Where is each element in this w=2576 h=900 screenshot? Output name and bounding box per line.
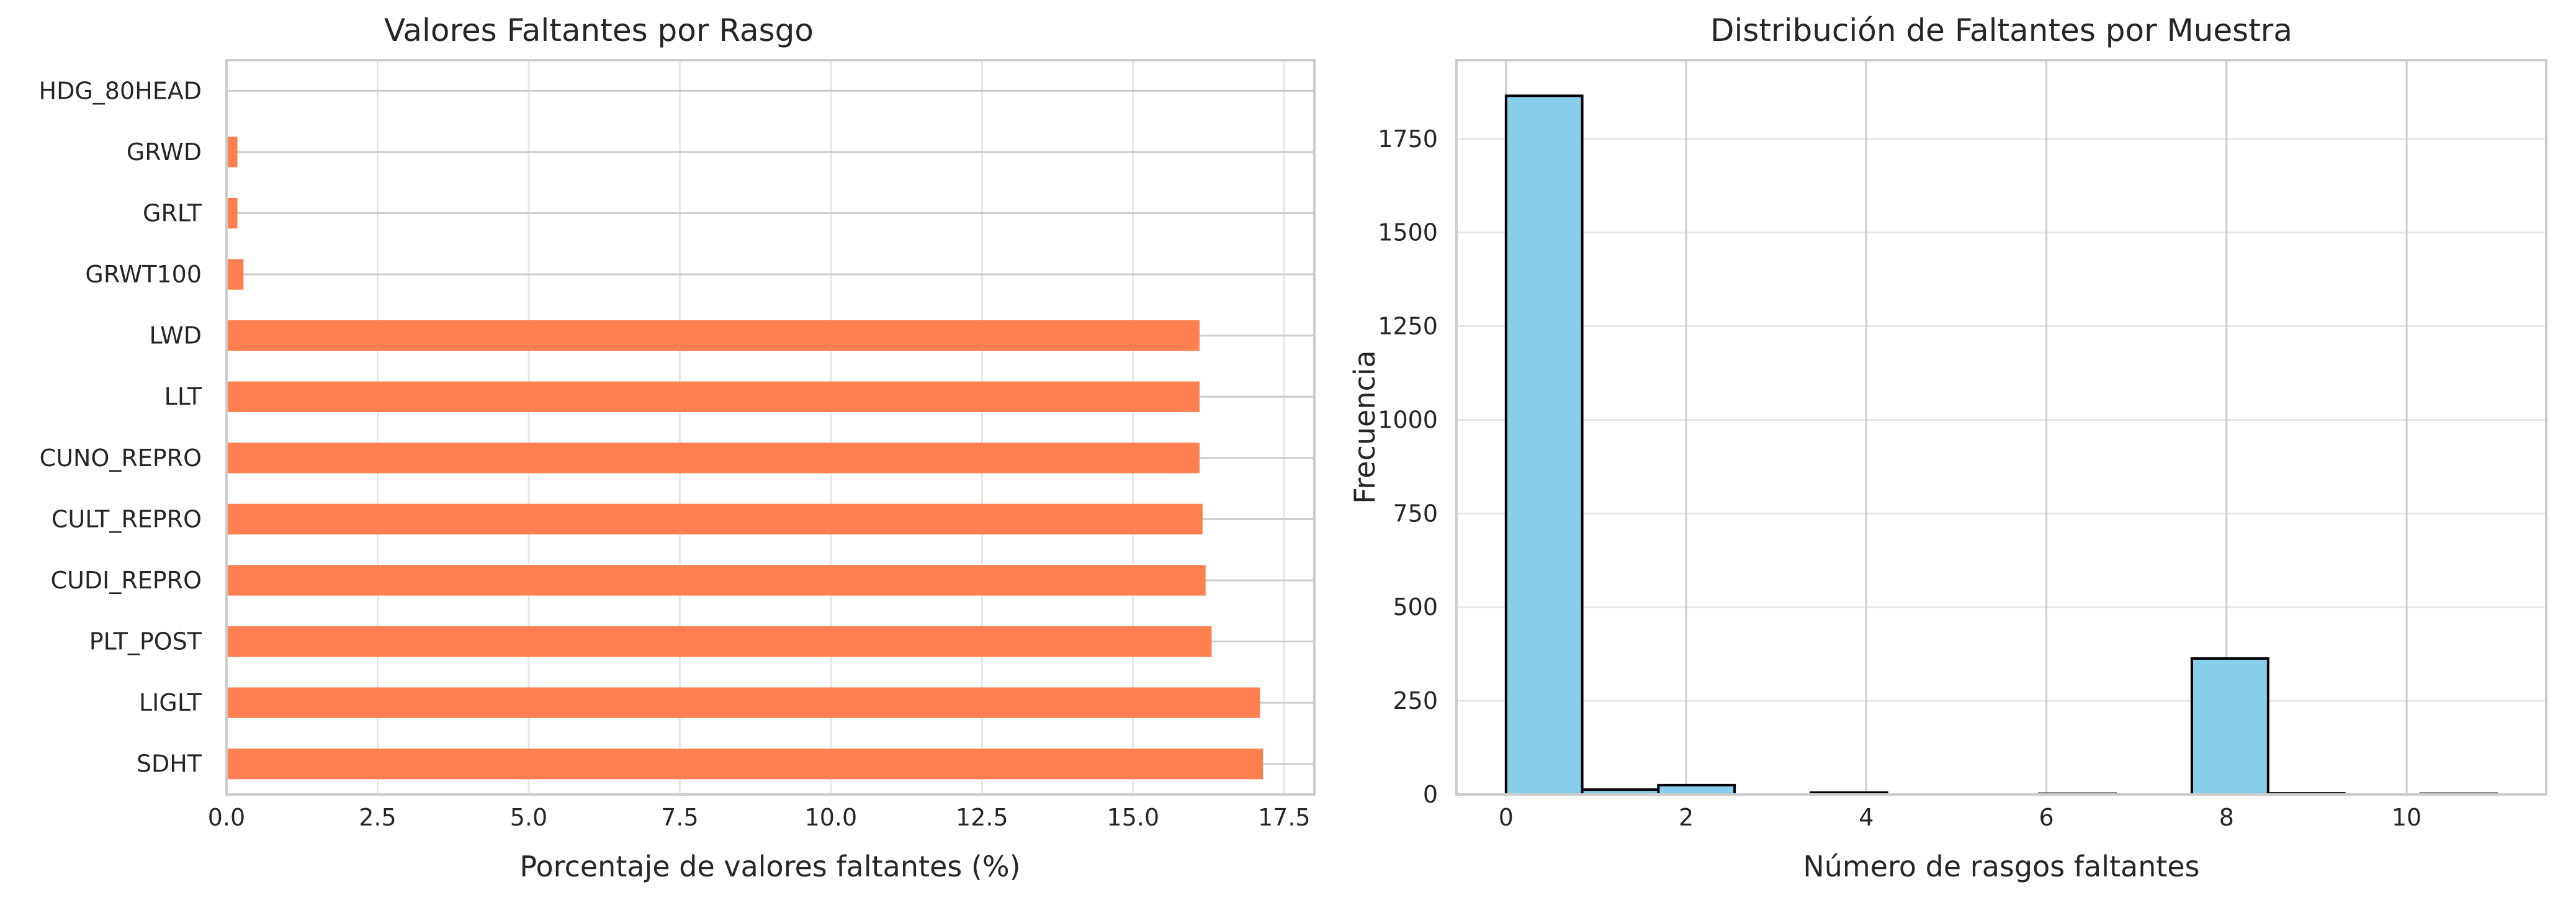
- right-y-tick-label: 0: [1423, 781, 1438, 808]
- left-x-tick-labels: 0.0 2.5 5.0 7.5 10.0 12.5 15.0 17.5: [208, 804, 1311, 831]
- category-label: GRWT100: [85, 261, 202, 288]
- missing-by-trait-chart: Valores Faltantes por Rasgo HDG_80HEAD GR…: [39, 12, 1316, 883]
- right-y-tick-label: 1500: [1378, 219, 1438, 246]
- right-y-tick-label: 1250: [1378, 313, 1438, 340]
- left-x-tick-label: 17.5: [1258, 804, 1311, 831]
- left-chart-title: Valores Faltantes por Rasgo: [384, 12, 814, 48]
- bar-cuno-repro: [227, 443, 1200, 474]
- right-x-tick-label: 0: [1499, 804, 1514, 831]
- bar-cudi-repro: [227, 565, 1206, 596]
- right-y-tick-label: 1000: [1378, 406, 1438, 433]
- category-label: LWD: [149, 322, 202, 349]
- category-label: CUDI_REPRO: [51, 567, 202, 594]
- right-x-tick-label: 8: [2219, 804, 2234, 831]
- right-chart-title: Distribución de Faltantes por Muestra: [1710, 12, 2292, 48]
- right-y-axis-label: Frecuencia: [1348, 350, 1381, 503]
- category-label: PLT_POST: [89, 628, 202, 655]
- left-plot-frame: [225, 59, 1316, 796]
- category-label: SDHT: [137, 750, 202, 778]
- bar-plt-post: [227, 626, 1212, 657]
- right-x-axis-label: Número de rasgos faltantes: [1803, 850, 2199, 883]
- bar-grlt: [227, 197, 238, 229]
- category-label: LLT: [164, 383, 202, 410]
- right-x-tick-label: 4: [1859, 804, 1874, 831]
- histogram-bin-0: [1504, 94, 1584, 796]
- right-x-tick-labels: 0 2 4 6 8 10: [1499, 804, 2422, 831]
- category-label: GRLT: [143, 199, 202, 227]
- category-label: HDG_80HEAD: [39, 77, 202, 104]
- bar-cult-repro: [227, 503, 1203, 535]
- missing-per-sample-histogram: Distribución de Faltantes por Muestra 0 2…: [1348, 12, 2547, 883]
- bar-sdht: [227, 749, 1263, 780]
- histogram-bin-2: [1657, 783, 1736, 796]
- right-x-tick-label: 10: [2392, 804, 2421, 831]
- bar-lwd: [227, 320, 1200, 351]
- histogram-bin-9: [2190, 657, 2269, 796]
- category-label: LIGLT: [139, 689, 202, 716]
- right-y-tick-label: 750: [1393, 500, 1438, 527]
- right-x-tick-label: 2: [1679, 804, 1694, 831]
- right-x-tick-label: 6: [2039, 804, 2053, 831]
- left-category-labels: HDG_80HEAD GRWD GRLT GRWT100 LWD LLT CUNO_REPR…: [39, 77, 202, 777]
- left-x-tick-label: 12.5: [956, 804, 1008, 831]
- left-x-tick-label: 15.0: [1107, 804, 1160, 831]
- left-x-tick-label: 2.5: [359, 804, 396, 831]
- left-x-tick-label: 5.0: [510, 804, 547, 831]
- category-label: GRWD: [127, 138, 202, 166]
- left-bars: [227, 137, 1263, 780]
- left-x-axis-label: Porcentaje de valores faltantes (%): [519, 850, 1020, 883]
- right-plot-frame: [1455, 59, 2547, 796]
- right-y-tick-label: 250: [1393, 687, 1438, 714]
- bar-grwd: [227, 137, 238, 168]
- left-x-tick-label: 7.5: [661, 804, 698, 831]
- right-y-tick-labels: 0 250 500 750 1000 1250 1500 1750: [1378, 125, 1438, 808]
- bar-liglt: [227, 687, 1260, 718]
- right-y-tick-label: 1750: [1378, 125, 1438, 153]
- category-label: CULT_REPRO: [52, 505, 202, 533]
- category-label: CUNO_REPRO: [40, 444, 202, 472]
- bar-grwt100: [227, 259, 244, 290]
- right-y-tick-label: 500: [1393, 593, 1438, 621]
- left-x-tick-label: 0.0: [208, 804, 245, 831]
- left-x-tick-label: 10.0: [805, 804, 858, 831]
- bar-llt: [227, 381, 1200, 412]
